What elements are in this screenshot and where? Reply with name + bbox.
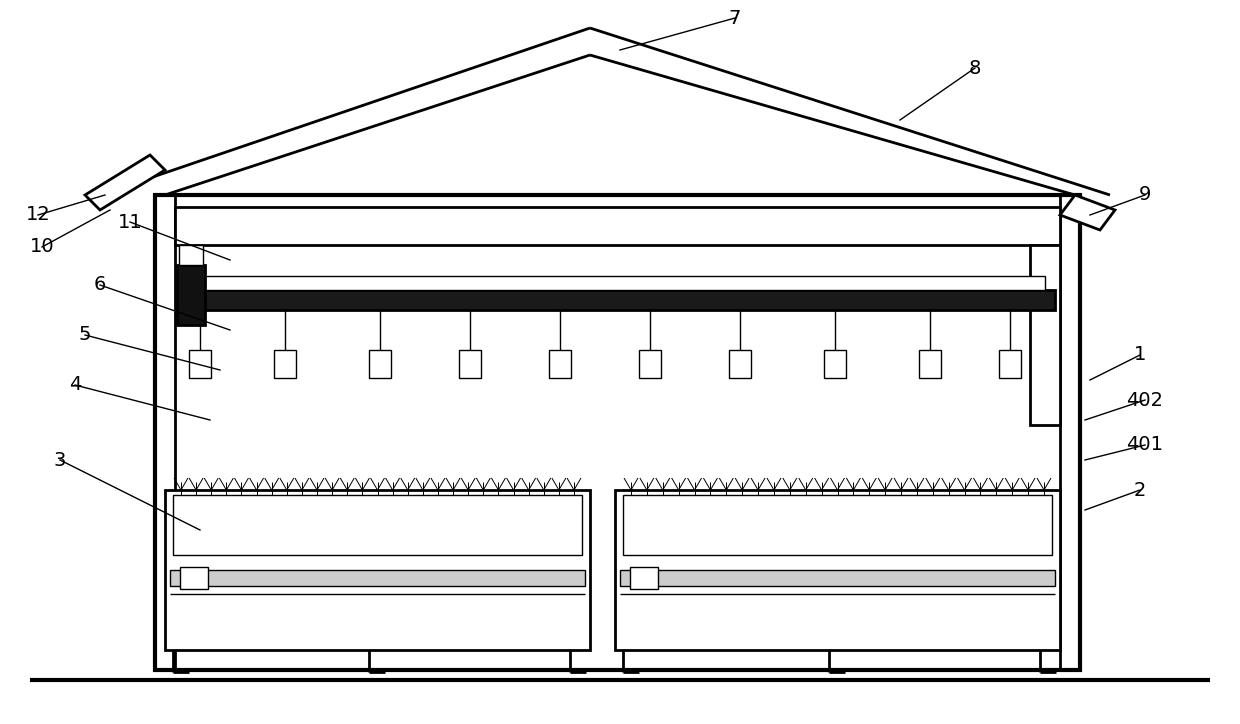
Bar <box>729 350 751 378</box>
Text: 8: 8 <box>968 59 981 77</box>
Text: 401: 401 <box>1126 436 1163 455</box>
Polygon shape <box>86 155 165 210</box>
Bar <box>180 567 208 589</box>
Bar <box>170 570 585 586</box>
Bar <box>999 350 1021 378</box>
Bar <box>615 490 1060 650</box>
Bar <box>190 276 1045 290</box>
Text: 6: 6 <box>94 276 107 295</box>
Text: 5: 5 <box>79 326 92 345</box>
Bar <box>639 350 661 378</box>
Text: 3: 3 <box>53 450 66 469</box>
Text: 10: 10 <box>30 237 55 256</box>
Bar <box>179 245 203 265</box>
Bar <box>1030 245 1060 425</box>
Bar <box>549 350 570 378</box>
Text: 4: 4 <box>68 376 81 395</box>
Bar <box>370 350 391 378</box>
Bar <box>274 350 296 378</box>
Text: 2: 2 <box>1133 481 1146 500</box>
Text: 402: 402 <box>1126 390 1163 410</box>
Text: 7: 7 <box>729 9 742 28</box>
Text: 1: 1 <box>1133 345 1146 364</box>
Text: 11: 11 <box>118 213 143 232</box>
Bar <box>155 195 1080 670</box>
Bar <box>630 567 658 589</box>
Polygon shape <box>1060 195 1115 230</box>
Bar <box>177 265 205 325</box>
Bar <box>919 350 941 378</box>
Bar <box>165 490 590 650</box>
Bar <box>620 570 1055 586</box>
Text: 12: 12 <box>26 206 51 224</box>
Bar <box>180 290 1055 310</box>
Text: 9: 9 <box>1138 185 1151 204</box>
Bar <box>825 350 846 378</box>
Bar <box>174 495 582 555</box>
Bar <box>175 207 1060 245</box>
Bar <box>188 350 211 378</box>
Bar <box>622 495 1052 555</box>
Bar <box>459 350 481 378</box>
